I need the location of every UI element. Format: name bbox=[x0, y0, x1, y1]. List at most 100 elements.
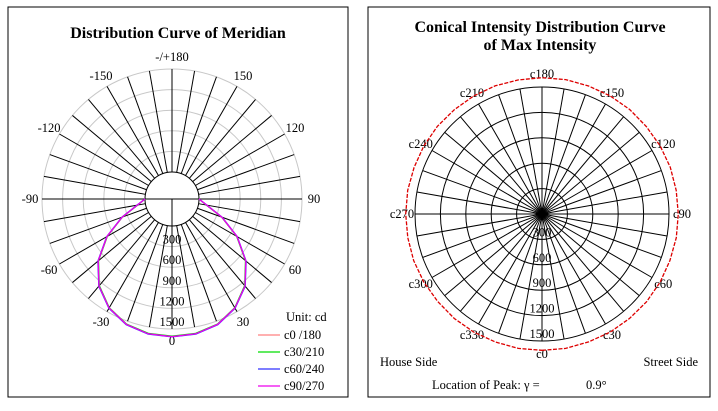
conical-grid-spoke bbox=[541, 213, 586, 334]
conical-series-line bbox=[405, 77, 679, 351]
conical-grid-spoke bbox=[459, 116, 543, 215]
legend-entry: c0 /180 bbox=[284, 328, 321, 342]
meridian-grid-spoke bbox=[127, 224, 164, 322]
meridian-radial-tick: 600 bbox=[163, 253, 182, 267]
conical-title-line1: Conical Intensity Distribution Curve bbox=[414, 19, 665, 36]
conical-grid-spoke bbox=[422, 170, 543, 215]
conical-grid-spoke bbox=[541, 103, 606, 215]
peak-location-value: 0.9° bbox=[586, 378, 607, 392]
meridian-angle-tick: -60 bbox=[41, 263, 58, 277]
conical-grid-spoke bbox=[416, 213, 543, 237]
meridian-grid-spoke bbox=[106, 222, 159, 312]
meridian-grid-spoke bbox=[148, 225, 168, 328]
meridian-radial-tick: 1500 bbox=[160, 315, 185, 329]
conical-grid-spoke bbox=[478, 213, 543, 325]
conical-radial-tick: 900 bbox=[533, 276, 552, 290]
conical-grid-spoke bbox=[498, 94, 543, 215]
meridian-angle-tick: -30 bbox=[93, 315, 110, 329]
legend-entry: c90/270 bbox=[284, 379, 324, 393]
meridian-grid-spoke bbox=[188, 99, 256, 179]
conical-grid-spoke bbox=[416, 191, 543, 215]
conical-grid-spoke bbox=[541, 191, 668, 215]
meridian-series-line bbox=[97, 198, 247, 338]
meridian-angle-tick: 0 bbox=[169, 334, 175, 348]
meridian-grid-spoke bbox=[72, 215, 152, 283]
meridian-angle-tick: -150 bbox=[90, 69, 113, 83]
conical-radial-tick: 600 bbox=[533, 251, 552, 265]
conical-angle-tick: c120 bbox=[651, 137, 675, 151]
meridian-series bbox=[97, 198, 247, 338]
meridian-legend: c0 /180 c30/210 c60/240 c90/270 bbox=[258, 328, 324, 393]
conical-grid-spoke bbox=[541, 213, 668, 237]
conical-angle-tick: c60 bbox=[654, 277, 672, 291]
conical-grid-spoke bbox=[541, 213, 662, 258]
meridian-panel: Distribution Curve of Meridian -/+180 150… bbox=[7, 6, 349, 398]
meridian-grid-spoke bbox=[49, 154, 147, 191]
conical-panel-frame bbox=[367, 6, 711, 398]
meridian-angle-tick: -120 bbox=[38, 121, 61, 135]
conical-grid-spoke bbox=[541, 213, 606, 325]
meridian-angle-tick: 30 bbox=[237, 315, 250, 329]
conical-radial-tick: 1200 bbox=[530, 302, 555, 316]
meridian-grid-spoke bbox=[185, 222, 238, 312]
meridian-grid-spoke bbox=[197, 154, 295, 191]
conical-title-line2: of Max Intensity bbox=[484, 37, 597, 54]
meridian-grid-spoke bbox=[192, 215, 272, 283]
conical-radial-tick: 300 bbox=[533, 225, 552, 239]
meridian-angle-tick: -90 bbox=[22, 192, 39, 206]
conical-grid bbox=[414, 86, 670, 342]
meridian-grid-spoke bbox=[198, 203, 301, 223]
meridian-grid-spoke bbox=[180, 224, 217, 322]
conical-angle-tick: c300 bbox=[409, 277, 433, 291]
meridian-grid-spoke bbox=[195, 212, 285, 265]
conical-grid-spoke bbox=[444, 213, 543, 297]
meridian-grid-spoke bbox=[195, 133, 285, 186]
meridian-angle-tick: -/+180 bbox=[155, 50, 188, 64]
peak-location-label: Location of Peak: γ = bbox=[432, 378, 540, 392]
meridian-grid-spoke bbox=[43, 175, 146, 195]
meridian-radial-ticks: 300 600 900 1200 1500 bbox=[160, 233, 185, 329]
conical-angle-tick: c30 bbox=[603, 328, 621, 342]
meridian-grid-spoke bbox=[106, 86, 159, 176]
conical-angle-ticks: c180c150c120c90c60c30c0c330c300c270c240c… bbox=[390, 67, 691, 361]
meridian-grid-spoke bbox=[198, 175, 301, 195]
meridian-grid-spoke bbox=[176, 225, 196, 328]
conical-grid-spoke bbox=[541, 131, 640, 215]
conical-radial-tick: 1500 bbox=[530, 327, 555, 341]
conical-grid-spoke bbox=[541, 88, 565, 215]
conical-angle-tick: c0 bbox=[536, 347, 548, 361]
conical-grid-spoke bbox=[519, 88, 543, 215]
meridian-grid-spoke bbox=[49, 207, 147, 244]
conical-angle-tick: c330 bbox=[460, 328, 484, 342]
conical-grid-spoke bbox=[541, 150, 653, 215]
conical-angle-tick: c90 bbox=[673, 207, 691, 221]
conical-grid-spoke bbox=[541, 213, 640, 297]
conical-grid-spoke bbox=[422, 213, 543, 258]
conical-radial-ticks: 300 600 900 1200 1500 bbox=[530, 225, 555, 341]
conical-grid-spoke bbox=[431, 150, 543, 215]
conical-grid-spoke bbox=[431, 213, 543, 278]
meridian-grid-spoke bbox=[148, 70, 168, 173]
meridian-grid-spoke bbox=[185, 86, 238, 176]
meridian-grid-spoke bbox=[43, 203, 146, 223]
unit-label: Unit: cd bbox=[286, 310, 327, 324]
meridian-grid bbox=[41, 68, 303, 330]
meridian-angle-tick: 60 bbox=[289, 263, 302, 277]
conical-grid-spoke bbox=[541, 213, 653, 278]
meridian-grid-spoke bbox=[180, 76, 217, 174]
conical-grid-spoke bbox=[498, 213, 543, 334]
meridian-grid-spoke bbox=[176, 70, 196, 173]
meridian-angle-tick: 150 bbox=[234, 69, 253, 83]
conical-grid-spoke bbox=[541, 213, 565, 340]
meridian-grid-spoke bbox=[59, 212, 149, 265]
meridian-grid-spoke bbox=[192, 115, 272, 183]
conical-angle-tick: c270 bbox=[390, 207, 414, 221]
meridian-title: Distribution Curve of Meridian bbox=[70, 25, 286, 42]
conical-series bbox=[405, 77, 679, 351]
meridian-grid-spoke bbox=[197, 207, 295, 244]
conical-grid-spoke bbox=[459, 213, 543, 312]
meridian-grid-spoke bbox=[127, 76, 164, 174]
meridian-angle-tick: 90 bbox=[308, 192, 321, 206]
